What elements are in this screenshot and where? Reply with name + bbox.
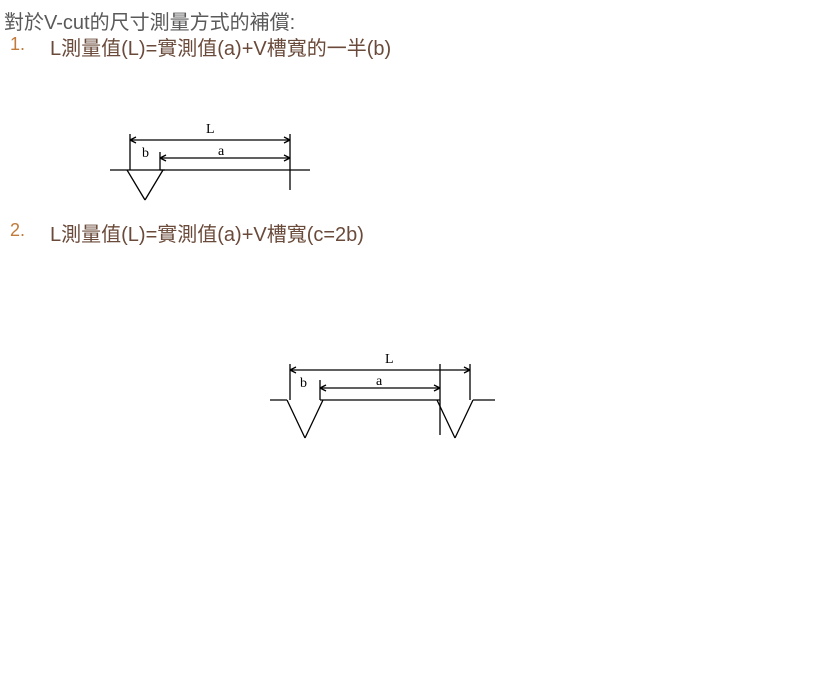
diagram1-label-b: b — [142, 146, 149, 162]
diagram2-label-a: a — [376, 374, 382, 390]
diagram1-label-L: L — [206, 122, 215, 138]
list-number-1: 1. — [10, 34, 25, 55]
diagram2-label-b: b — [300, 376, 307, 392]
page-title: 對於V-cut的尺寸測量方式的補償: — [4, 6, 295, 35]
list-number-2: 2. — [10, 220, 25, 241]
diagram-2: L a b — [270, 360, 510, 460]
diagram-1: L a b — [110, 130, 320, 220]
list-text-2: L測量值(L)=實測值(a)+V槽寬(c=2b) — [50, 218, 364, 247]
list-text-1: L測量值(L)=實測值(a)+V槽寬的一半(b) — [50, 32, 391, 61]
diagram1-label-a: a — [218, 144, 224, 160]
diagram2-label-L: L — [385, 352, 394, 368]
